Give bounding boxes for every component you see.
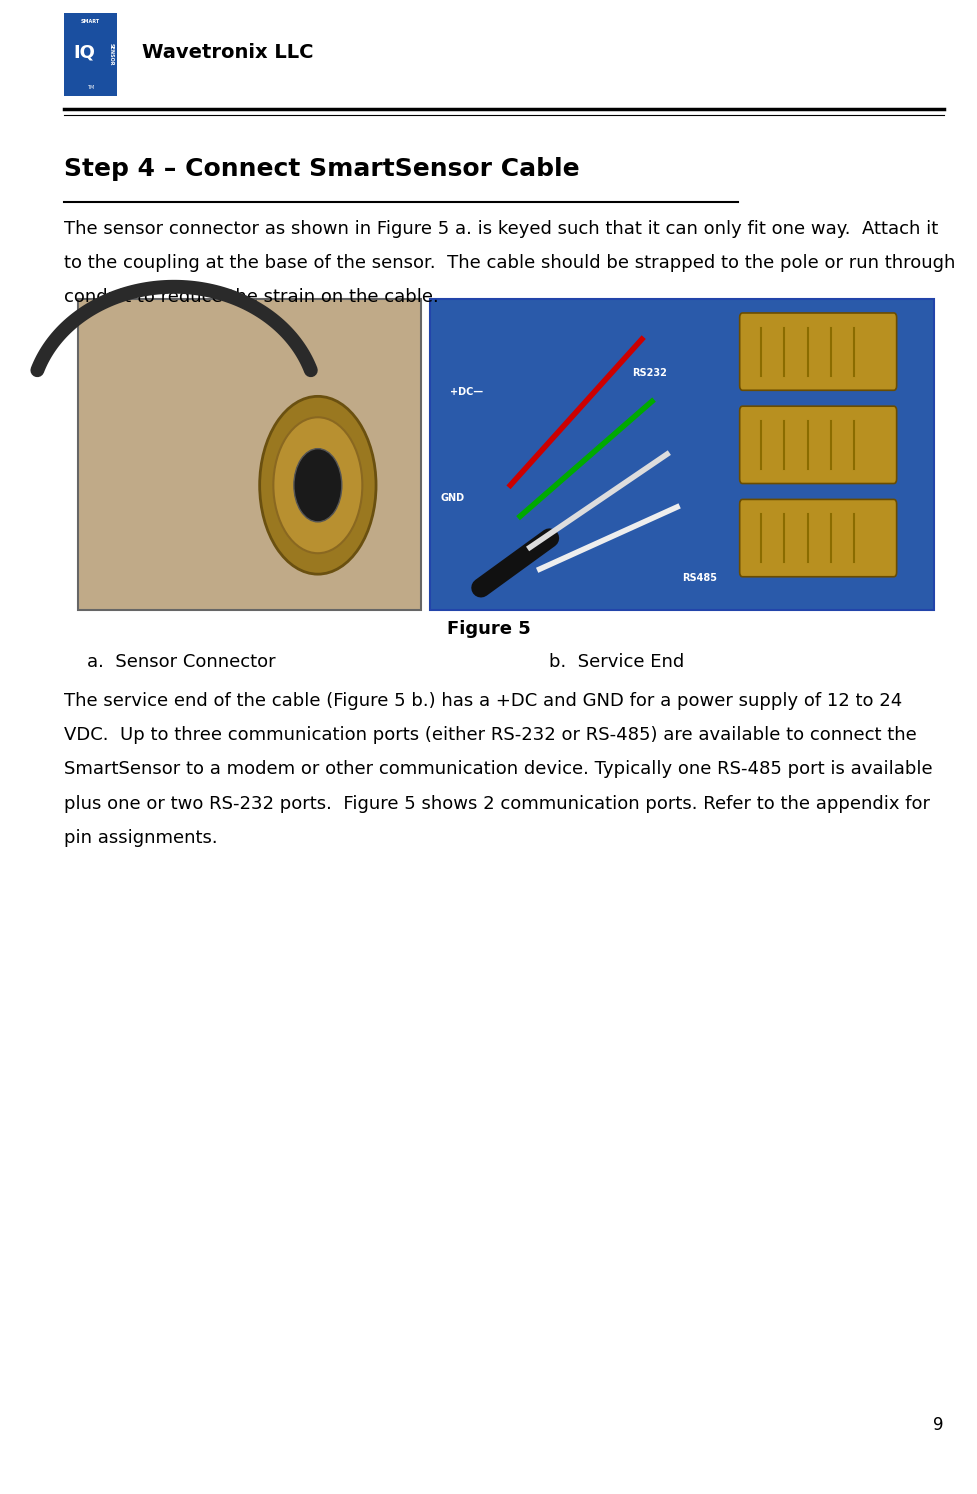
Text: IQ: IQ <box>73 43 95 61</box>
Text: Wavetronix LLC: Wavetronix LLC <box>142 43 313 63</box>
Text: SENSOR: SENSOR <box>108 43 113 66</box>
Text: VDC.  Up to three communication ports (either RS-232 or RS-485) are available to: VDC. Up to three communication ports (ei… <box>64 726 915 744</box>
Text: conduit to reduce the strain on the cable.: conduit to reduce the strain on the cabl… <box>64 288 438 306</box>
FancyBboxPatch shape <box>739 499 896 577</box>
Circle shape <box>293 448 342 521</box>
Text: 9: 9 <box>932 1416 943 1434</box>
Text: The service end of the cable (Figure 5 b.) has a +DC and GND for a power supply : The service end of the cable (Figure 5 b… <box>64 692 901 710</box>
Text: GND: GND <box>440 493 464 502</box>
Text: plus one or two RS-232 ports.  Figure 5 shows 2 communication ports. Refer to th: plus one or two RS-232 ports. Figure 5 s… <box>64 795 928 813</box>
Text: The sensor connector as shown in Figure 5 a. is keyed such that it can only fit : The sensor connector as shown in Figure … <box>64 220 937 238</box>
Text: RS485: RS485 <box>682 574 716 584</box>
Text: SmartSensor to a modem or other communication device. Typically one RS-485 port : SmartSensor to a modem or other communic… <box>64 760 931 778</box>
FancyBboxPatch shape <box>739 312 896 390</box>
Bar <box>78 299 420 610</box>
Text: SMART: SMART <box>81 19 100 24</box>
Text: a.  Sensor Connector: a. Sensor Connector <box>87 653 275 671</box>
Text: to the coupling at the base of the sensor.  The cable should be strapped to the : to the coupling at the base of the senso… <box>64 254 954 272</box>
Text: RS232: RS232 <box>631 369 666 378</box>
FancyBboxPatch shape <box>739 406 896 484</box>
Bar <box>64 13 117 96</box>
Circle shape <box>259 396 375 574</box>
Text: +DC—: +DC— <box>450 387 483 397</box>
Text: Figure 5: Figure 5 <box>446 620 531 638</box>
Bar <box>430 299 933 610</box>
Text: Step 4 – Connect SmartSensor Cable: Step 4 – Connect SmartSensor Cable <box>64 157 578 181</box>
Text: TM: TM <box>87 85 94 90</box>
Text: b.  Service End: b. Service End <box>548 653 683 671</box>
Circle shape <box>273 417 361 553</box>
Text: pin assignments.: pin assignments. <box>64 829 217 847</box>
